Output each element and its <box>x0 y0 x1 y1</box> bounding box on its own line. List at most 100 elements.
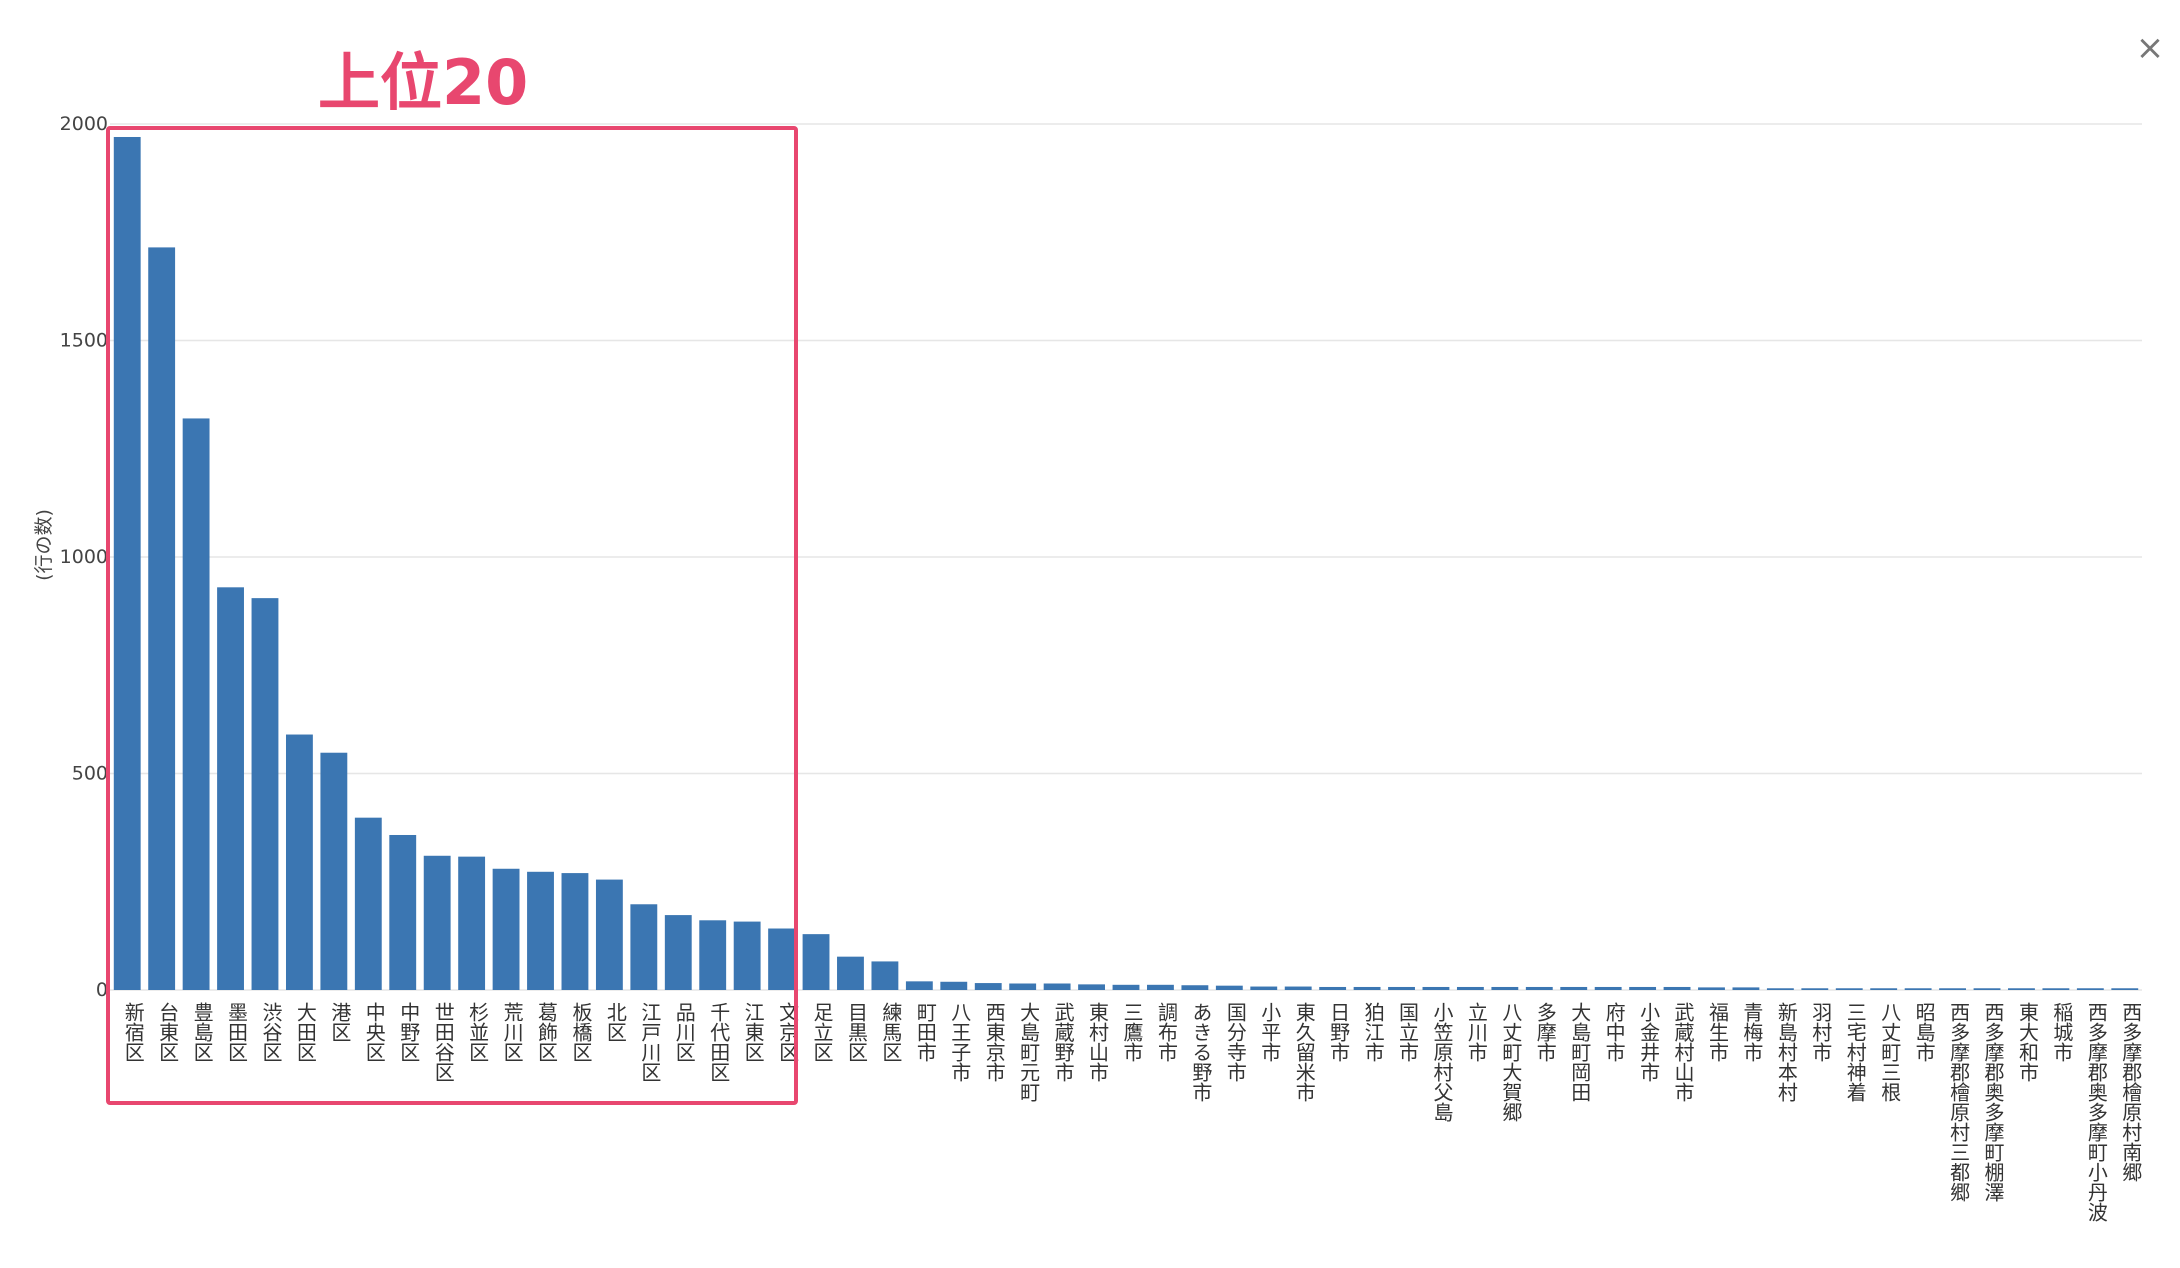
x-tick-label: 日野市 <box>1327 1002 1351 1062</box>
bar <box>974 983 1002 990</box>
x-tick-label: 三鷹市 <box>1120 1002 1144 1062</box>
bar <box>182 418 210 990</box>
bar <box>1456 986 1484 990</box>
x-tick-label: 東大和市 <box>2015 1002 2039 1082</box>
bar <box>1629 986 1657 990</box>
close-button[interactable]: × <box>2135 28 2165 68</box>
x-tick-label: 中野区 <box>397 1002 421 1062</box>
x-tick-label: 大田区 <box>293 1002 317 1062</box>
bar <box>664 915 692 990</box>
bar <box>1112 984 1140 990</box>
x-tick-label: 中央区 <box>362 1002 386 1062</box>
x-tick-label: 国分寺市 <box>1223 1002 1247 1082</box>
bar <box>699 920 727 990</box>
x-tick-label: 大島町岡田 <box>1568 1002 1592 1102</box>
x-tick-label: 調布市 <box>1154 1002 1178 1062</box>
bar <box>1319 986 1347 990</box>
bar <box>1147 984 1174 990</box>
x-tick-label: 渋谷区 <box>259 1002 283 1062</box>
x-tick-label: 武蔵村山市 <box>1671 1002 1695 1102</box>
x-tick-label: 西多摩郡奥多摩町小丹波 <box>2084 1002 2108 1222</box>
x-tick-label: あきる野市 <box>1189 1002 1213 1102</box>
x-tick-label: 板橋区 <box>569 1002 593 1062</box>
x-tick-label: 品川区 <box>672 1002 696 1062</box>
bar <box>1835 988 1863 990</box>
x-tick-label: 江戸川区 <box>638 1002 662 1082</box>
y-tick-label: 0 <box>96 979 108 1001</box>
x-tick-label: 町田市 <box>913 1002 937 1062</box>
x-tick-label: 福生市 <box>1705 1002 1729 1062</box>
bar <box>1043 983 1071 990</box>
bar <box>837 956 864 990</box>
bar <box>1663 986 1691 990</box>
bar <box>1078 984 1105 990</box>
bar <box>1525 986 1553 990</box>
x-tick-label: 立川市 <box>1464 1002 1488 1062</box>
x-tick-label: 北区 <box>603 1002 627 1042</box>
bar <box>423 855 451 990</box>
bar <box>1422 986 1450 990</box>
x-tick-label: 小笠原村父島 <box>1430 1002 1454 1122</box>
x-tick-label: 豊島区 <box>190 1002 214 1062</box>
bar <box>1801 988 1829 990</box>
x-tick-label: 江東区 <box>741 1002 765 1062</box>
bar <box>630 904 658 990</box>
bar <box>1250 986 1278 990</box>
bar <box>1904 988 1932 990</box>
x-tick-label: 足立区 <box>810 1002 834 1062</box>
x-tick-label: 狛江市 <box>1361 1002 1385 1062</box>
bar <box>1870 988 1898 990</box>
x-tick-label: 台東区 <box>156 1002 180 1062</box>
bar <box>113 136 141 991</box>
x-tick-label: 西東京市 <box>982 1002 1006 1082</box>
bar <box>1215 985 1243 990</box>
bar <box>905 981 933 990</box>
bar <box>1491 986 1519 990</box>
bar <box>217 587 244 990</box>
bar <box>492 868 520 990</box>
bar <box>1353 986 1381 990</box>
x-tick-label: 国立市 <box>1396 1002 1420 1062</box>
y-axis-ticks: 0 500 1000 1500 2000 <box>60 113 108 1001</box>
bar <box>1732 987 1760 990</box>
y-tick-label: 2000 <box>60 113 108 135</box>
bar <box>1560 986 1588 990</box>
bar <box>871 961 899 990</box>
bar <box>733 921 761 990</box>
x-tick-label: 練馬区 <box>879 1002 903 1062</box>
x-tick-label: 昭島市 <box>1912 1002 1936 1062</box>
x-tick-label: 三宅村神着 <box>1843 1002 1867 1102</box>
bar <box>1009 983 1037 990</box>
x-tick-label: 葛飾区 <box>535 1002 559 1062</box>
bar <box>320 752 348 990</box>
y-tick-label: 1500 <box>60 330 108 352</box>
bar <box>768 928 796 990</box>
x-tick-label: 稲城市 <box>2050 1002 2074 1062</box>
bar <box>1766 988 1794 990</box>
top20-annotation-label: 上位20 <box>318 46 528 119</box>
x-tick-label: 西多摩郡檜原村南郷 <box>2119 1002 2143 1182</box>
x-tick-label: 東久留米市 <box>1292 1002 1316 1102</box>
x-tick-label: 羽村市 <box>1809 1002 1833 1062</box>
bar <box>1698 987 1725 990</box>
x-tick-label: 新宿区 <box>121 1002 145 1062</box>
top20-highlight-box <box>106 126 798 1105</box>
x-tick-label: 港区 <box>328 1002 352 1042</box>
x-tick-label: 小金井市 <box>1637 1002 1661 1082</box>
x-tick-label: 新島村本村 <box>1774 1002 1798 1102</box>
x-tick-label: 大島町元町 <box>1017 1002 1041 1102</box>
x-tick-label: 小平市 <box>1258 1002 1282 1062</box>
bar <box>389 834 417 990</box>
bar <box>2076 988 2104 990</box>
bar <box>2111 988 2139 990</box>
bar <box>802 934 830 990</box>
bar <box>1284 986 1312 990</box>
y-tick-label: 1000 <box>60 546 108 568</box>
bars <box>113 136 2139 991</box>
x-tick-label: 府中市 <box>1602 1002 1626 1062</box>
y-tick-label: 500 <box>72 763 108 785</box>
bar <box>2042 988 2070 990</box>
bar <box>595 879 623 990</box>
x-tick-label: 杉並区 <box>466 1002 490 1062</box>
